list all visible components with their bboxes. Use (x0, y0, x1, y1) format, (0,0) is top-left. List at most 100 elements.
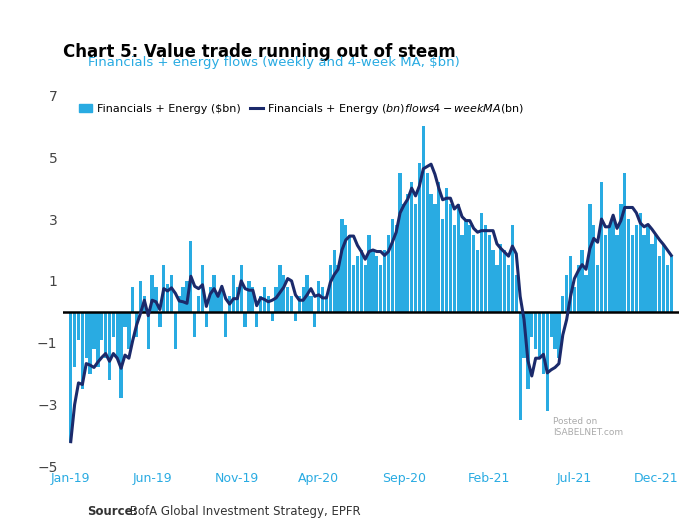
Bar (80, 312, 84, 389)
Bar (255, 312, 258, 328)
Bar (135, 312, 139, 337)
Bar (352, 266, 355, 312)
Bar (313, 312, 316, 328)
Bar (236, 287, 239, 312)
Bar (239, 266, 243, 312)
Bar (77, 312, 80, 340)
Bar (73, 312, 76, 367)
Bar (421, 126, 425, 312)
Bar (484, 225, 487, 312)
Bar (650, 244, 654, 312)
Bar (410, 182, 413, 312)
Bar (620, 204, 622, 312)
Bar (666, 266, 669, 312)
Bar (406, 195, 410, 312)
Bar (584, 275, 588, 312)
Bar (426, 173, 429, 312)
Bar (282, 275, 286, 312)
Bar (220, 287, 223, 312)
Bar (670, 256, 673, 312)
Bar (600, 182, 603, 312)
Bar (363, 266, 367, 312)
Bar (596, 266, 599, 312)
Bar (356, 256, 359, 312)
Bar (395, 225, 398, 312)
Text: Source:: Source: (88, 505, 138, 518)
Bar (348, 235, 351, 312)
Bar (438, 182, 440, 312)
Bar (302, 287, 304, 312)
Bar (146, 312, 150, 349)
Bar (580, 250, 584, 312)
Bar (534, 312, 538, 349)
Bar (321, 287, 324, 312)
Bar (631, 235, 634, 312)
Bar (643, 235, 646, 312)
Bar (445, 188, 448, 312)
Bar (212, 275, 216, 312)
Bar (244, 312, 246, 328)
Bar (449, 204, 452, 312)
Bar (519, 312, 522, 420)
Bar (623, 173, 626, 312)
Bar (267, 296, 270, 312)
Bar (88, 312, 92, 374)
Bar (271, 312, 274, 321)
Bar (162, 266, 165, 312)
Bar (332, 250, 336, 312)
Bar (573, 287, 576, 312)
Bar (538, 312, 541, 358)
Bar (503, 250, 506, 312)
Bar (545, 312, 549, 411)
Bar (104, 312, 107, 358)
Bar (216, 296, 220, 312)
Bar (201, 266, 204, 312)
Bar (286, 287, 289, 312)
Bar (402, 204, 405, 312)
Bar (309, 296, 313, 312)
Bar (414, 204, 417, 312)
Bar (530, 312, 533, 337)
Bar (588, 204, 592, 312)
Bar (294, 312, 297, 321)
Bar (418, 163, 421, 312)
Bar (69, 312, 72, 441)
Bar (197, 296, 200, 312)
Bar (209, 287, 212, 312)
Bar (108, 312, 111, 380)
Bar (461, 235, 463, 312)
Bar (290, 296, 293, 312)
Bar (391, 219, 394, 312)
Bar (511, 225, 514, 312)
Bar (429, 195, 433, 312)
Bar (612, 219, 615, 312)
Bar (577, 266, 580, 312)
Bar (526, 312, 530, 389)
Bar (371, 250, 374, 312)
Bar (224, 312, 228, 337)
Bar (96, 312, 99, 367)
Bar (554, 312, 556, 349)
Bar (120, 312, 122, 399)
Bar (635, 225, 638, 312)
Bar (150, 275, 154, 312)
Bar (468, 225, 471, 312)
Bar (85, 312, 88, 358)
Bar (166, 284, 169, 312)
Bar (100, 312, 104, 340)
Bar (507, 266, 510, 312)
Bar (92, 312, 96, 349)
Bar (181, 287, 185, 312)
Legend: Financials + Energy ($bn), Financials + Energy ($bn) flows 4-week MA ($bn): Financials + Energy ($bn), Financials + … (75, 97, 528, 120)
Bar (360, 250, 363, 312)
Bar (654, 235, 657, 312)
Bar (170, 275, 173, 312)
Text: Posted on
ISABELNET.com: Posted on ISABELNET.com (553, 417, 623, 437)
Bar (154, 287, 158, 312)
Bar (608, 225, 611, 312)
Bar (189, 241, 192, 312)
Bar (383, 250, 386, 312)
Bar (127, 312, 130, 349)
Bar (441, 219, 444, 312)
Bar (522, 312, 526, 358)
